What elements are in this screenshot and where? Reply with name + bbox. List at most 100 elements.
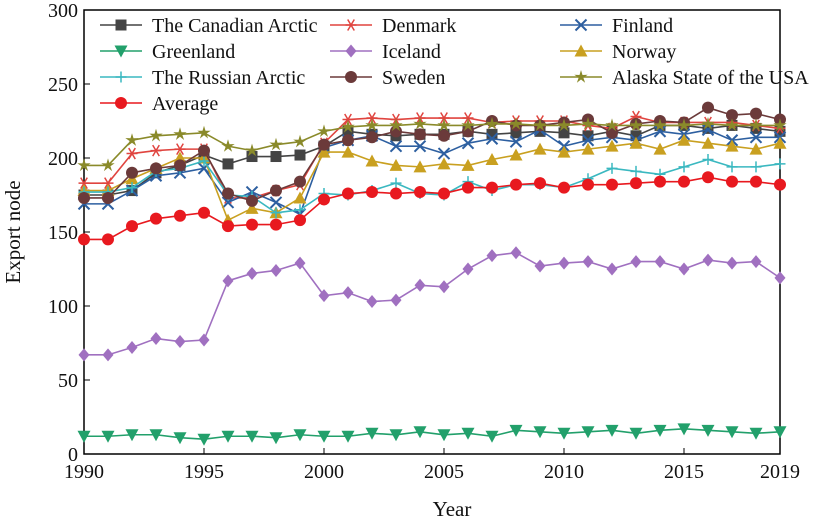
data-point	[413, 160, 427, 173]
data-point	[150, 332, 162, 346]
data-point	[174, 335, 186, 349]
data-point	[269, 196, 283, 209]
data-point	[629, 118, 643, 132]
data-point	[702, 122, 714, 134]
y-tick-label: 150	[48, 222, 78, 244]
data-point	[389, 118, 403, 132]
series-group	[77, 101, 787, 446]
data-point	[630, 177, 642, 190]
legend-label: Average	[152, 93, 218, 115]
data-point	[462, 262, 474, 276]
data-point	[77, 158, 91, 172]
data-point	[509, 424, 523, 437]
data-point	[558, 256, 570, 270]
data-point	[750, 175, 762, 188]
data-point	[414, 186, 426, 199]
data-point	[222, 220, 234, 233]
legend-item: The Canadian Arctic	[100, 15, 318, 37]
data-point	[414, 278, 426, 292]
data-point	[582, 255, 594, 269]
data-point	[222, 158, 234, 170]
x-tick-label: 2005	[424, 461, 464, 483]
axes: 0 50 100 150 200 250 300 1990 1995 2000 2005 2010 20…	[48, 0, 800, 483]
data-point	[653, 142, 667, 155]
data-point	[701, 424, 715, 437]
legend-marker	[574, 44, 588, 57]
data-point	[246, 194, 258, 207]
y-tick-label: 200	[48, 148, 78, 170]
data-point	[390, 177, 402, 189]
data-point	[702, 253, 714, 267]
y-tick-label: 250	[48, 74, 78, 96]
data-point	[245, 201, 259, 214]
data-point	[198, 206, 210, 219]
legend-item: Denmark	[330, 15, 456, 37]
data-point	[413, 426, 427, 439]
data-point	[222, 274, 234, 288]
data-point	[774, 178, 786, 191]
data-point	[678, 262, 690, 276]
data-point	[318, 289, 330, 303]
data-point	[654, 175, 666, 188]
data-point	[102, 177, 114, 190]
data-point	[126, 166, 138, 179]
data-point	[126, 147, 138, 160]
data-point	[438, 112, 450, 124]
data-point	[702, 101, 714, 114]
data-point	[413, 117, 427, 130]
series-line	[84, 158, 781, 214]
legend-label: Alaska State of the USA	[612, 67, 809, 89]
data-point	[653, 125, 667, 138]
data-point	[774, 271, 786, 285]
series-line	[84, 251, 781, 356]
data-point	[246, 266, 258, 280]
data-point	[774, 158, 786, 170]
data-point	[269, 432, 283, 445]
data-point	[582, 130, 594, 142]
legend-item: Sweden	[330, 67, 445, 89]
data-point	[149, 128, 163, 142]
data-point	[101, 158, 115, 172]
legend-marker	[574, 18, 588, 32]
data-point	[245, 143, 259, 157]
data-point	[317, 430, 331, 443]
data-point	[533, 142, 547, 155]
data-point	[558, 127, 570, 139]
data-point	[102, 233, 114, 246]
data-point	[197, 433, 211, 446]
data-point	[246, 151, 258, 163]
y-axis-label: Export node	[1, 180, 25, 283]
data-point	[150, 144, 162, 157]
data-point	[317, 124, 331, 137]
legend-marker	[345, 71, 357, 83]
data-point	[726, 256, 738, 270]
data-point	[461, 158, 475, 171]
data-point	[294, 175, 306, 188]
x-tick-label: 2010	[544, 461, 584, 483]
data-point	[485, 152, 499, 165]
data-point	[750, 122, 762, 134]
data-point	[366, 112, 378, 124]
data-point	[581, 426, 595, 439]
data-point	[342, 187, 354, 200]
series-line	[84, 106, 781, 202]
legend-marker	[115, 97, 127, 109]
data-point	[438, 187, 450, 200]
data-point	[509, 135, 523, 148]
data-point	[366, 131, 378, 144]
data-point	[773, 426, 787, 439]
y-tick-label: 0	[68, 444, 78, 466]
series-line	[84, 176, 781, 241]
data-point	[774, 125, 786, 137]
data-point	[437, 147, 451, 160]
data-point	[221, 139, 235, 152]
legend-marker	[345, 44, 357, 58]
series-norway	[77, 133, 787, 226]
legend-marker	[115, 71, 127, 83]
legend-label: The Russian Arctic	[152, 67, 305, 89]
legend-label: The Canadian Arctic	[152, 15, 318, 37]
data-point	[78, 191, 90, 204]
data-point	[342, 286, 354, 300]
data-point	[77, 430, 91, 443]
data-point	[270, 151, 282, 163]
